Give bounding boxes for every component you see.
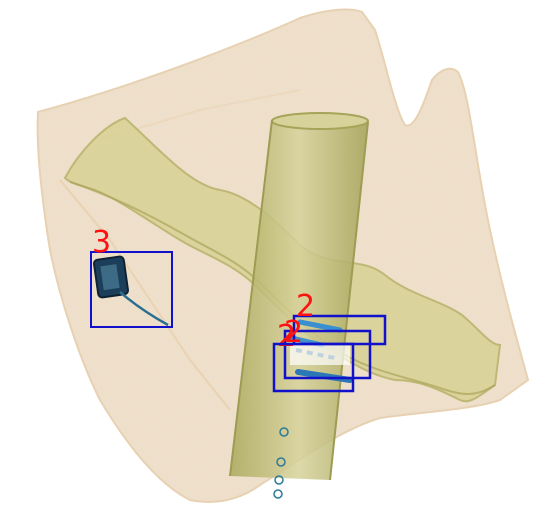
box-label-2c: 2 [284,315,303,350]
box-label-3: 3 [92,225,111,260]
detection-box-2c: 2 [272,315,355,393]
detection-box-3: 3 [90,225,173,328]
object-3 [93,255,169,327]
box-label-2a: 2 [296,289,315,324]
bead-chain [273,427,289,499]
